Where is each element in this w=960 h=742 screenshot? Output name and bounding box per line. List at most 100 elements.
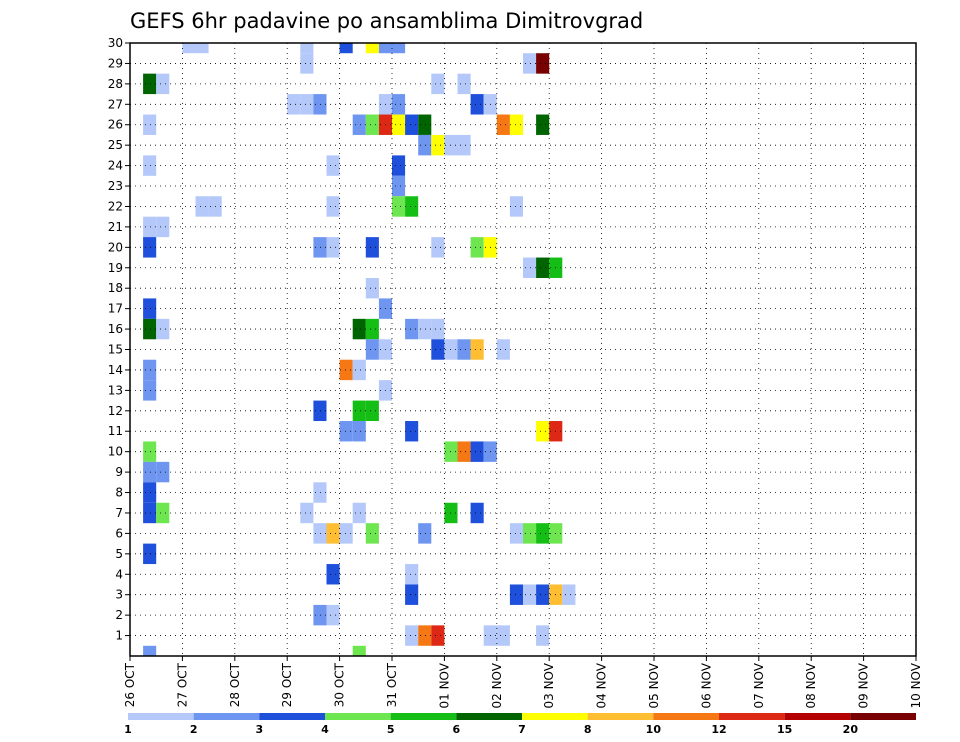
- x-tick-label: 01 NOV: [437, 662, 451, 708]
- data-cell: [496, 339, 510, 360]
- colorbar-label: 10: [646, 723, 662, 736]
- data-cell: [418, 114, 432, 135]
- data-cell: [405, 318, 419, 340]
- y-tick-label: 4: [115, 567, 123, 581]
- data-cell: [352, 318, 366, 340]
- colorbar-segment: [325, 713, 391, 720]
- y-tick-label: 16: [108, 322, 123, 336]
- data-cell: [457, 339, 471, 360]
- chart-title: GEFS 6hr padavine po ansamblima Dimitrov…: [130, 9, 643, 33]
- data-cell: [143, 502, 157, 524]
- data-cell: [378, 43, 392, 54]
- data-cell: [496, 114, 510, 135]
- data-cell: [143, 73, 157, 95]
- colorbar-segment: [653, 713, 719, 720]
- colorbar-segment: [522, 713, 588, 720]
- x-tick-label: 26 OCT: [123, 662, 137, 707]
- data-cell: [365, 339, 379, 360]
- colorbar-label: 6: [453, 723, 461, 736]
- y-axis-ticks: 1234567891011121314151617181920212223242…: [108, 36, 130, 643]
- data-cell: [326, 604, 340, 626]
- y-tick-label: 28: [108, 77, 123, 91]
- colorbar-label: 3: [256, 723, 264, 736]
- data-cell: [365, 523, 379, 544]
- colorbar-segment: [719, 713, 785, 720]
- colorbar-segment: [456, 713, 522, 720]
- data-cell: [536, 523, 550, 544]
- y-tick-label: 19: [108, 261, 123, 275]
- data-cell: [352, 400, 366, 422]
- y-tick-label: 14: [108, 363, 123, 377]
- data-cell: [326, 155, 340, 176]
- data-cell: [352, 359, 366, 381]
- y-tick-label: 18: [108, 281, 123, 295]
- colorbar-label: 20: [843, 723, 859, 736]
- data-cell: [287, 94, 301, 115]
- data-cell: [405, 625, 419, 646]
- colorbar-label: 12: [711, 723, 726, 736]
- data-cell: [523, 584, 537, 605]
- data-cell: [365, 277, 379, 299]
- data-cell: [143, 645, 157, 656]
- colorbar-label: 2: [190, 723, 198, 736]
- data-cell: [143, 237, 157, 258]
- data-cell: [470, 237, 484, 258]
- x-tick-label: 04 NOV: [595, 662, 609, 708]
- data-cell: [143, 380, 157, 401]
- y-tick-label: 6: [115, 526, 123, 540]
- data-cell: [470, 339, 484, 360]
- data-cell: [392, 94, 406, 115]
- x-tick-label: 10 NOV: [909, 662, 923, 708]
- x-tick-label: 09 NOV: [857, 662, 871, 708]
- x-tick-label: 06 NOV: [699, 662, 713, 708]
- data-cell: [339, 523, 353, 544]
- y-tick-label: 8: [115, 486, 123, 500]
- data-cell: [313, 523, 327, 544]
- data-cell: [326, 237, 340, 258]
- data-cell: [405, 196, 419, 217]
- data-cell: [536, 114, 550, 135]
- data-cell: [536, 584, 550, 605]
- data-cell: [156, 318, 170, 340]
- y-tick-label: 26: [108, 118, 123, 132]
- data-cell: [143, 114, 157, 135]
- x-tick-label: 27 OCT: [175, 662, 189, 707]
- data-cell: [457, 73, 471, 95]
- data-cell: [496, 625, 510, 646]
- data-cell: [405, 421, 419, 442]
- y-tick-label: 7: [115, 506, 123, 520]
- data-cell: [470, 441, 484, 462]
- colorbar-label: 5: [387, 723, 395, 736]
- data-cell: [143, 298, 157, 319]
- data-cell: [405, 564, 419, 585]
- y-tick-label: 2: [115, 608, 123, 622]
- data-cell: [457, 134, 471, 156]
- data-cell: [156, 461, 170, 483]
- colorbar-segment: [390, 713, 457, 720]
- colorbar-segment: [259, 713, 325, 720]
- data-cell: [523, 53, 537, 74]
- data-cell: [536, 53, 550, 74]
- data-cell: [536, 421, 550, 442]
- y-tick-label: 1: [115, 629, 123, 643]
- data-cell: [418, 523, 432, 544]
- data-cell: [339, 359, 353, 381]
- data-cell: [562, 584, 576, 605]
- data-cell: [405, 584, 419, 605]
- colorbar-segment: [193, 713, 260, 720]
- data-cell: [431, 625, 445, 646]
- data-cell: [418, 318, 432, 340]
- data-cell: [352, 421, 366, 442]
- data-cell: [365, 43, 379, 54]
- data-cell: [509, 196, 523, 217]
- data-cell: [392, 175, 406, 197]
- data-cell: [143, 461, 157, 483]
- cells-layer: [143, 43, 576, 656]
- data-cell: [143, 543, 157, 565]
- data-cell: [143, 216, 157, 238]
- x-axis-ticks: 26 OCT 27 OCT 28 OCT 29 OCT 30 OCT 31 OCT 01 N…: [123, 656, 923, 709]
- data-cell: [143, 155, 157, 176]
- data-cell: [392, 43, 406, 54]
- data-cell: [365, 114, 379, 135]
- y-tick-label: 17: [108, 302, 123, 316]
